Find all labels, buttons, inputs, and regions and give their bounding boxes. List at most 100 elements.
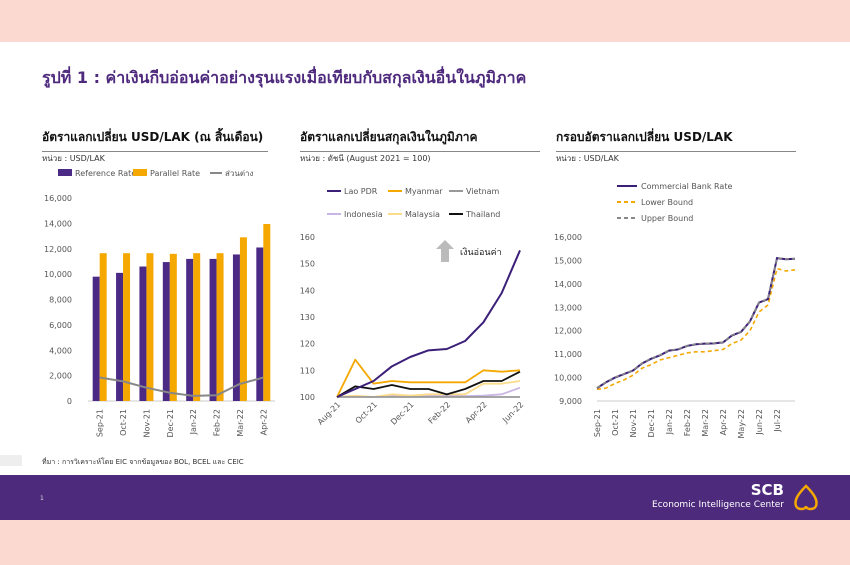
line-upper-bound [596,256,796,389]
y-tick-label: 120 [300,340,315,349]
x-tick-label: Oct-21 [119,409,128,436]
y-tick-label: 140 [300,286,315,295]
bar-parallel-rate [146,253,154,401]
brand-subtitle: Economic Intelligence Center [652,500,784,510]
brand-logo-text: SCB [750,481,784,499]
footer-band [0,475,850,520]
y-tick-label: 8,000 [49,296,72,305]
x-tick-label: Oct-21 [354,400,379,425]
bar-reference-rate [209,258,217,401]
x-tick-label: Aug-21 [316,400,343,427]
y-tick-label: 13,000 [554,303,582,312]
top-margin [0,0,850,42]
legend-swatch [133,169,147,176]
y-tick-label: 11,000 [554,350,582,359]
x-tick-label: Jun-22 [500,400,525,425]
x-tick-label: Dec-21 [647,409,656,438]
y-tick-label: 100 [300,393,315,402]
chart3-unit: หน่วย : USD/LAK [556,154,619,163]
y-tick-label: 9,000 [559,397,582,406]
line-lao-pdr [336,249,521,398]
legend-label: Lower Bound [641,198,693,207]
y-tick-label: 0 [67,397,72,406]
y-tick-label: 16,000 [554,233,582,242]
x-tick-label: Feb-22 [213,409,222,436]
legend-label: Thailand [465,210,500,219]
bar-parallel-rate [216,253,224,401]
y-tick-label: 14,000 [44,219,72,228]
x-tick-label: Mar-22 [701,409,710,437]
legend-label: Lao PDR [344,187,378,196]
x-tick-label: Jun-22 [755,409,764,436]
y-tick-label: 12,000 [44,245,72,254]
y-tick-label: 160 [300,233,315,242]
bar-reference-rate [116,272,124,401]
bar-reference-rate [139,266,147,401]
figure-title: รูปที่ 1 : ค่าเงินกีบอ่อนค่าอย่างรุนแรงเ… [42,68,527,87]
chart2-unit: หน่วย : ดัชนี (August 2021 = 100) [300,154,431,163]
x-tick-label: Sep-21 [593,409,602,437]
bar-reference-rate [232,254,240,401]
x-tick-label: Feb-22 [683,409,692,436]
y-tick-label: 130 [300,313,315,322]
line-myanmar [336,358,521,398]
y-tick-label: 10,000 [44,270,72,279]
legend-label: Myanmar [405,187,443,196]
x-tick-label: Jan-22 [189,409,198,435]
source-note: ที่มา : การวิเคราะห์โดย EIC จากข้อมูลของ… [42,458,244,466]
weaken-annotation: เงินอ่อนค่า [460,247,502,258]
x-tick-label: Feb-22 [427,400,453,426]
legend-swatch [58,169,72,176]
x-tick-label: Nov-21 [142,409,151,437]
y-tick-label: 16,000 [44,194,72,203]
x-tick-label: Sep-21 [96,409,105,437]
legend-label: Parallel Rate [150,169,200,178]
bar-reference-rate [162,262,170,401]
y-tick-label: 110 [300,366,315,375]
line-spread [99,376,264,397]
x-tick-label: May-22 [737,409,746,438]
x-tick-label: Oct-21 [611,409,620,436]
bar-reference-rate [186,258,194,401]
y-tick-label: 14,000 [554,280,582,289]
bar-parallel-rate [263,224,271,401]
x-tick-label: Dec-21 [166,409,175,438]
bottom-margin [0,520,850,565]
bar-parallel-rate [193,253,201,401]
x-tick-label: Apr-22 [719,409,728,435]
legend-label: Malaysia [405,210,440,219]
chart1-unit: หน่วย : USD/LAK [42,154,105,163]
y-tick-label: 12,000 [554,327,582,336]
legend-label: Vietnam [466,187,500,196]
bar-parallel-rate [99,253,107,401]
x-tick-label: Apr-22 [464,400,489,425]
x-tick-label: Apr-22 [259,409,268,435]
y-tick-label: 15,000 [554,256,582,265]
legend-label: Commercial Bank Rate [641,182,732,191]
bar-parallel-rate [169,253,177,401]
page-number: 1 [40,495,44,502]
chart3-title: กรอบอัตราแลกเปลี่ยน USD/LAK [556,128,796,152]
legend-label: ส่วนต่าง [225,169,254,178]
chart1-title: อัตราแลกเปลี่ยน USD/LAK (ณ สิ้นเดือน) [42,128,268,152]
legend-label: Indonesia [344,210,383,219]
x-tick-label: Nov-21 [629,409,638,437]
y-tick-label: 10,000 [554,374,582,383]
weaken-arrow-icon [436,240,454,262]
x-tick-label: Jan-22 [665,409,674,435]
y-tick-label: 150 [300,260,315,269]
legend-label: Reference Rate [75,169,136,178]
x-tick-label: Jul-22 [773,409,782,433]
source-marker [0,455,22,466]
y-tick-label: 6,000 [49,321,72,330]
line-lower-bound [596,267,796,391]
line-thailand [336,370,521,398]
bar-reference-rate [256,247,264,401]
chart2-title: อัตราแลกเปลี่ยนสกุลเงินในภูมิภาค [300,128,540,152]
bar-parallel-rate [239,237,247,401]
x-tick-label: Mar-22 [236,409,245,437]
bar-reference-rate [92,276,100,401]
y-tick-label: 4,000 [49,346,72,355]
legend-label: Upper Bound [641,214,693,223]
